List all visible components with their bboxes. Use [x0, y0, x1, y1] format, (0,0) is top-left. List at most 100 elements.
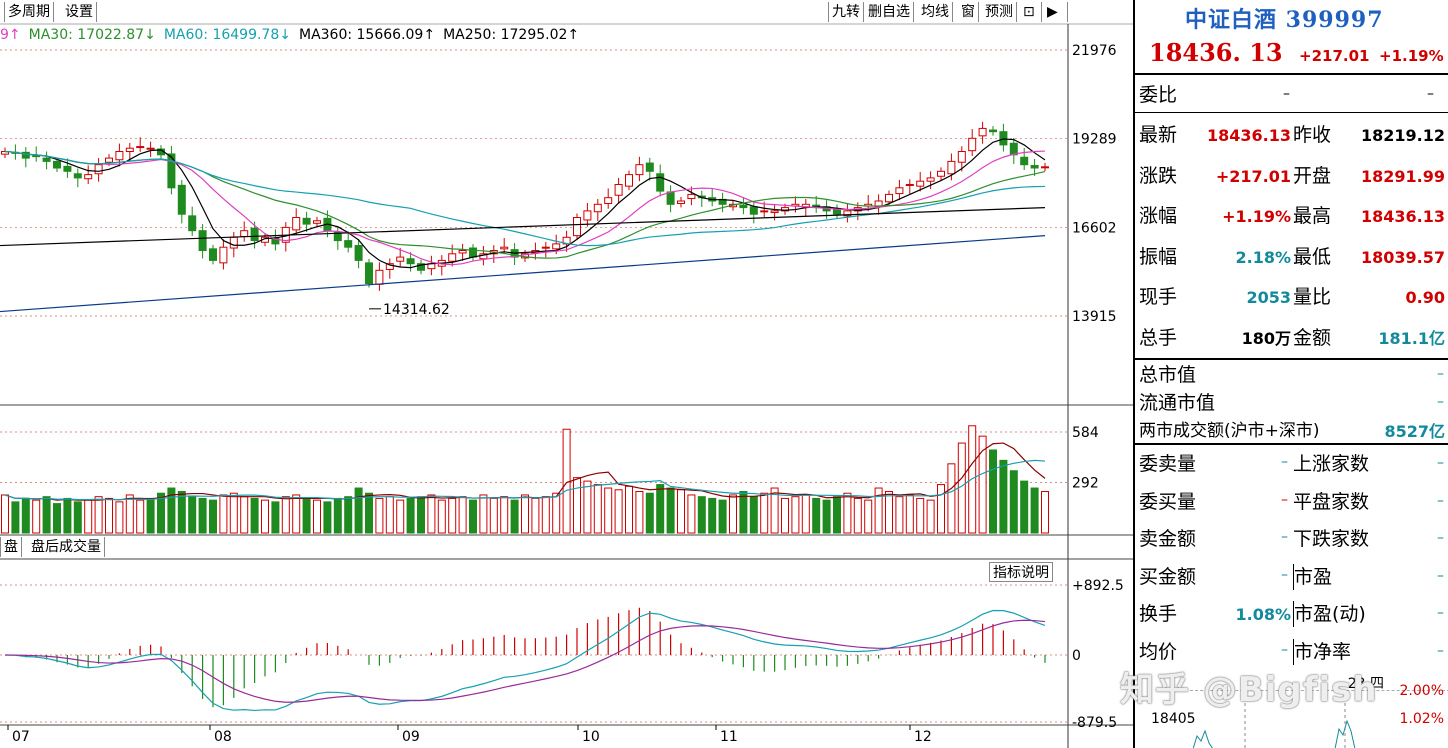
settings-button[interactable]: 设置 [62, 2, 97, 22]
volume-bar [677, 489, 685, 534]
candle [271, 229, 280, 251]
volume-bar [53, 503, 61, 534]
volume-bar [302, 497, 311, 534]
candle [219, 239, 228, 270]
stat-value-2: 18039.57 [1360, 247, 1445, 267]
remove-watchlist-button[interactable]: 删自选 [865, 2, 914, 22]
indicator-help-button[interactable]: 指标说明 [989, 562, 1053, 582]
order-label: 委买量 [1139, 490, 1197, 513]
stat-value-2: 0.90 [1405, 288, 1445, 307]
stat-label: 涨幅 [1139, 205, 1178, 227]
kline-chart[interactable]: 21976 19289 16602 13915 584 292 +892.5 0 -879.5 1… [0, 0, 1133, 748]
volume-bar [313, 499, 321, 534]
volume-bar [729, 494, 737, 534]
candle [458, 243, 467, 261]
volume-bar [885, 490, 893, 534]
candle [209, 244, 217, 265]
multi-period-button[interactable]: 多周期 [4, 2, 54, 22]
stat-label-2: 最高 [1293, 205, 1332, 227]
candle [687, 186, 696, 206]
candle [510, 243, 519, 266]
stat-value-2: 18291.99 [1360, 166, 1445, 186]
ma-legend-item: MA30: 17022.87↓ [28, 27, 156, 43]
price-axis-label: 13915 [1072, 309, 1117, 325]
volume-bar [833, 496, 841, 534]
candle [354, 238, 363, 269]
candle [968, 129, 977, 156]
volume-bar [573, 477, 581, 534]
volume-bar [271, 501, 280, 534]
stat-label: 涨跌 [1139, 164, 1178, 187]
stat-value-2: 181.1亿 [1378, 328, 1445, 348]
indicator-tab-after-hours-volume[interactable]: 盘后成交量 [28, 537, 105, 557]
volume-bar [905, 494, 914, 534]
volume-bar [541, 496, 550, 534]
candle [656, 164, 665, 197]
volume-bar [105, 497, 113, 534]
weibi-diff: – [1427, 86, 1434, 102]
candle [146, 141, 155, 157]
order-label: 卖金额 [1139, 528, 1197, 550]
candle [94, 158, 103, 182]
candle [1041, 162, 1049, 172]
stat-value: +1.19% [1222, 207, 1291, 226]
camera-icon[interactable]: ⊡ [1020, 2, 1042, 22]
volume-bar [209, 499, 217, 534]
ma-legend-item: MA60: 16499.78↓ [163, 27, 291, 43]
candle [448, 244, 457, 267]
candle [437, 255, 446, 276]
candle [333, 227, 342, 250]
order-value: – [1281, 529, 1288, 545]
volume-bar [1030, 487, 1039, 534]
order-value-2: – [1437, 567, 1444, 584]
ma-legend: 9↑ MA30: 17022.87↓ MA60: 16499.78↓ MA360: 1… [0, 27, 587, 43]
candle [749, 201, 758, 224]
volume-bar [219, 494, 228, 534]
order-value: – [1281, 566, 1288, 583]
volume-bar [115, 501, 124, 534]
volume-bar [1020, 480, 1029, 534]
indicator-tab-pan[interactable]: 盘 [0, 537, 22, 557]
window-button[interactable]: 窗 [958, 2, 979, 22]
volume-bar [73, 501, 82, 534]
volume-bar [125, 494, 134, 534]
ma-legend-item: 9↑ [0, 27, 21, 43]
volume-bar [84, 499, 93, 534]
candle [375, 262, 384, 291]
candle [677, 197, 685, 208]
volume-bar [593, 484, 602, 534]
candle [417, 259, 425, 275]
candle [999, 123, 1008, 152]
volume-bar [500, 496, 509, 534]
mini-intraday-chart[interactable]: 18405 2.00% 1.02% 23 四 [1151, 676, 1448, 748]
candle [344, 231, 353, 253]
nine-turn-button[interactable]: 九转 [828, 2, 864, 22]
weibi-label: 委比 [1139, 84, 1178, 106]
x-axis-tick: 08 [214, 729, 232, 745]
volume-bar [157, 492, 165, 534]
macd-dea-line [4, 619, 1046, 703]
volume-bar [11, 501, 20, 534]
forecast-button[interactable]: 预测 [982, 2, 1017, 22]
volume-bar [645, 492, 654, 534]
volume-bar [63, 497, 72, 534]
next-arrow-icon[interactable]: ▶ [1044, 2, 1068, 22]
stat-label-2: 金额 [1293, 326, 1332, 349]
stat-label: 总手 [1139, 326, 1178, 349]
volume-bar [448, 497, 457, 534]
volume-bar [947, 463, 956, 534]
candle [84, 165, 93, 185]
volume-bar [136, 499, 145, 534]
price-axis-label: 16602 [1072, 220, 1117, 236]
candle [177, 180, 186, 224]
mini-price: 18405 [1151, 711, 1196, 727]
candle [635, 156, 644, 182]
volume-bar [489, 497, 498, 534]
ma-button[interactable]: 均线 [918, 2, 953, 22]
order-label-2: 市盈(动) [1293, 601, 1366, 627]
chart-area[interactable]: 21976 19289 16602 13915 584 292 +892.5 0 -879.5 1… [0, 0, 1133, 748]
price-axis-label: 19289 [1072, 132, 1117, 148]
volume-bar [625, 485, 633, 534]
ma250-line [0, 207, 1046, 247]
candle [21, 147, 30, 168]
